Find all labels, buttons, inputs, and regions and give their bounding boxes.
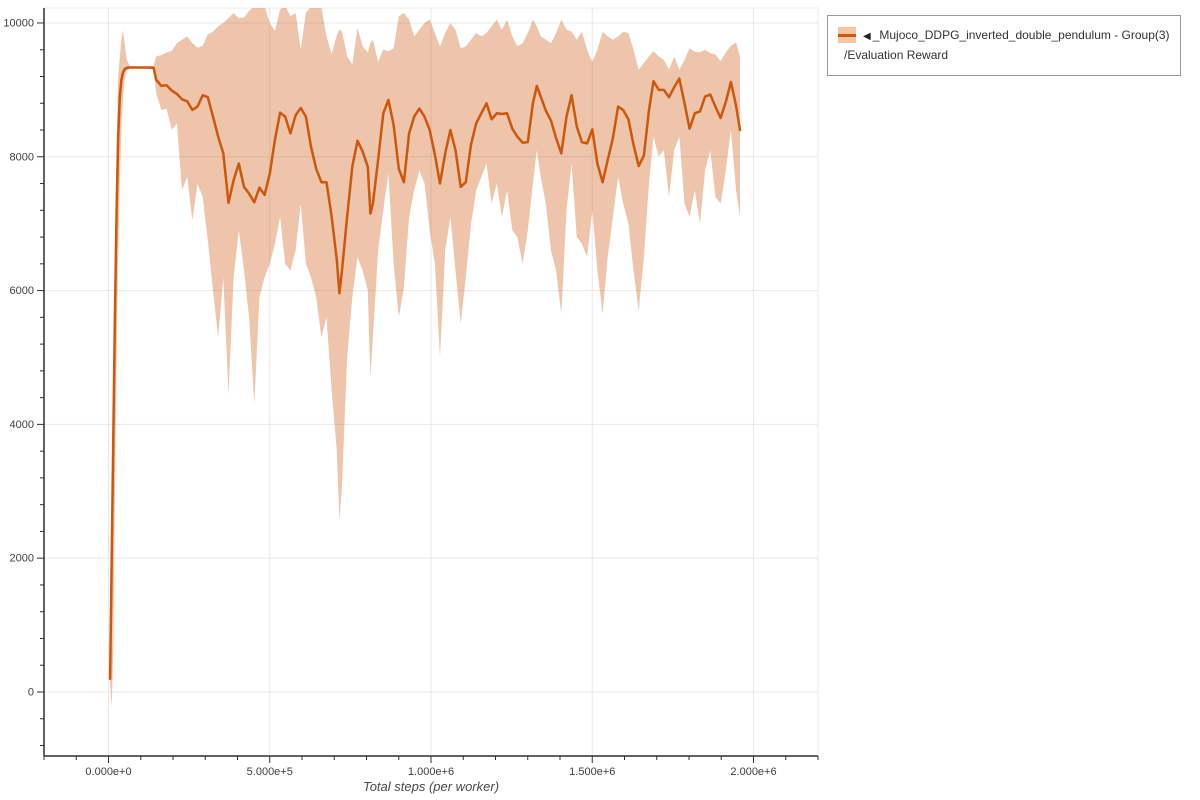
legend-metric: /Evaluation Reward xyxy=(844,48,949,63)
legend-swatch xyxy=(838,27,856,44)
legend-series-name: _Mujoco_DDPG_inverted_double_pendulum - … xyxy=(872,28,1170,42)
y-tick-label: 2000 xyxy=(10,553,34,565)
y-tick-label: 0 xyxy=(28,686,34,698)
x-tick-label: 0.000e+0 xyxy=(85,766,131,778)
x-axis-title: Total steps (per worker) xyxy=(362,779,500,794)
legend[interactable]: ◀ _Mujoco_DDPG_inverted_double_pendulum -… xyxy=(827,15,1181,76)
y-tick-label: 4000 xyxy=(10,419,34,431)
x-tick-label: 5.000e+5 xyxy=(247,766,293,778)
legend-entry[interactable]: ◀ _Mujoco_DDPG_inverted_double_pendulum -… xyxy=(838,25,1170,45)
y-tick-label: 6000 xyxy=(10,285,34,297)
y-tick-label: 10000 xyxy=(3,17,34,29)
x-tick-label: 2.000e+6 xyxy=(730,766,776,778)
legend-label: ◀ _Mujoco_DDPG_inverted_double_pendulum -… xyxy=(863,25,1170,45)
x-tick-label: 1.000e+6 xyxy=(408,766,454,778)
y-tick-label: 8000 xyxy=(10,151,34,163)
x-tick-label: 1.500e+6 xyxy=(569,766,615,778)
collapse-triangle-icon[interactable]: ◀ xyxy=(863,31,871,42)
mean-line xyxy=(108,66,742,681)
legend-swatch-line xyxy=(838,33,856,37)
confidence-band xyxy=(110,8,740,708)
